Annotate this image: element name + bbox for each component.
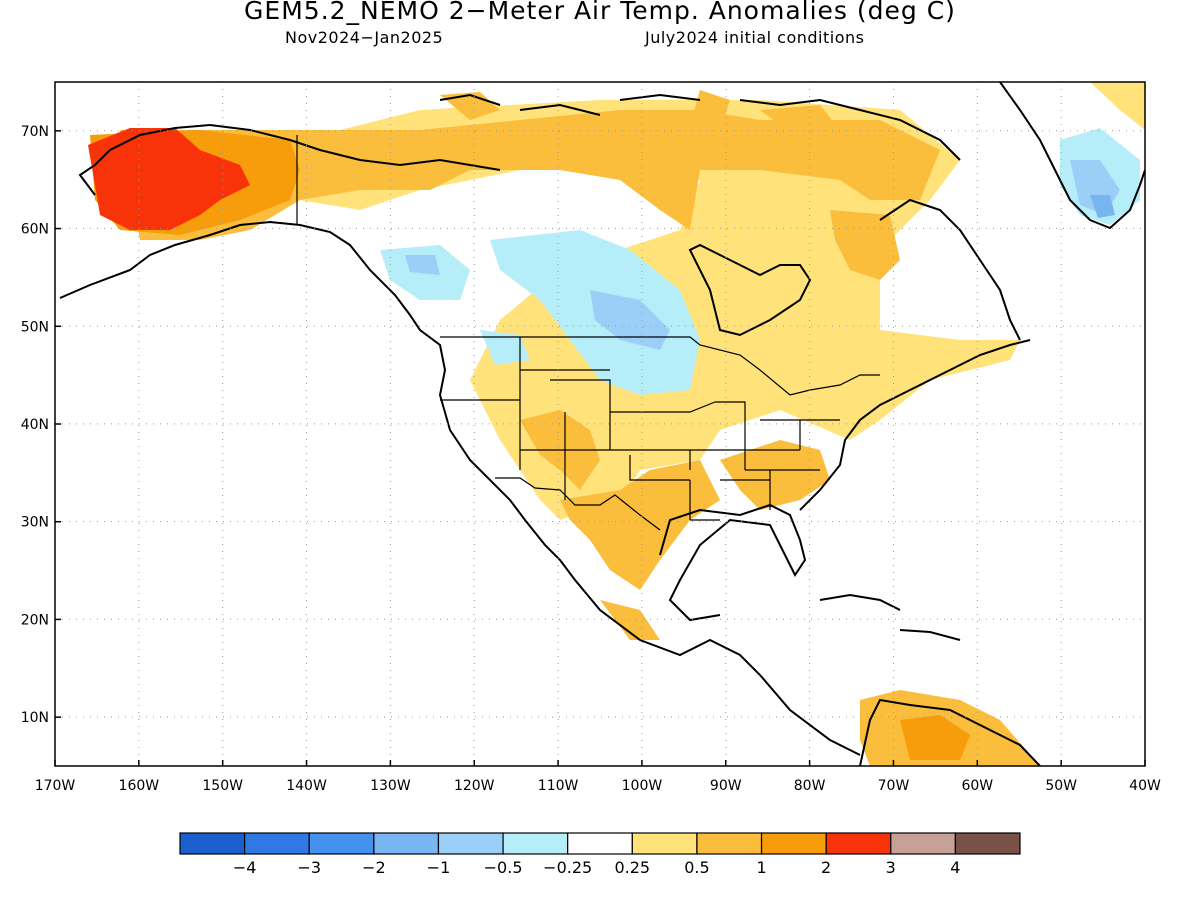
colorbar-label: 3 <box>886 858 896 877</box>
lon-label: 70W <box>878 778 910 794</box>
coastline-hudson-bay <box>688 243 812 337</box>
colorbar-swatch <box>244 832 310 855</box>
coastline-south-america <box>859 698 1041 766</box>
anomaly-fill-north-islands <box>440 90 840 140</box>
coastline-caribbean <box>819 593 961 641</box>
initial-conditions: July2024 initial conditions <box>645 28 865 47</box>
border-us-mexico <box>495 477 661 531</box>
colorbar-labels: −4 −3 −2 −1 −0.5 −0.25 0.25 0.5 1 2 3 4 <box>233 858 961 877</box>
lon-label: 100W <box>622 778 663 794</box>
colorbar-swatch <box>502 832 569 855</box>
colorbar-label: −0.5 <box>484 858 523 877</box>
colorbar-swatch <box>696 832 763 855</box>
coastline-greenland <box>999 82 1145 230</box>
colorbar-swatch <box>373 832 440 855</box>
colorbar-label: −1 <box>427 858 451 877</box>
anomaly-fill-alaska-red <box>88 128 250 230</box>
lat-label: 20N <box>21 612 49 628</box>
lon-label: 140W <box>286 778 327 794</box>
coastline-alaska-north <box>78 123 501 196</box>
anomaly-fills <box>88 82 1145 766</box>
anomaly-fill-quebec <box>830 210 900 280</box>
chart-title: GEM5.2_NEMO 2−Meter Air Temp. Anomalies … <box>244 0 956 25</box>
colorbar-label: 4 <box>950 858 960 877</box>
colorbar-label: 1 <box>756 858 766 877</box>
lat-label: 70N <box>21 124 49 140</box>
lon-label: 90W <box>710 778 742 794</box>
borders <box>296 135 880 531</box>
anomaly-fill-north-canada-orange <box>120 110 940 240</box>
border-us-canada <box>440 336 880 396</box>
anomaly-fill-greenland-deep <box>1090 195 1115 218</box>
lon-label: 40W <box>1129 778 1161 794</box>
colorbar-swatch <box>179 832 246 855</box>
lon-label: 170W <box>35 778 76 794</box>
coastline-arctic-islands <box>439 93 961 161</box>
colorbar-label: −3 <box>297 858 321 877</box>
lon-label: 60W <box>961 778 993 794</box>
lat-label: 30N <box>21 515 49 531</box>
coastline-labrador <box>879 198 1021 341</box>
lon-label: 50W <box>1045 778 1077 794</box>
lon-label: 120W <box>454 778 495 794</box>
anomaly-fill-west-canada-cool <box>380 230 700 395</box>
colorbar-label: 0.5 <box>684 858 709 877</box>
lon-label: 80W <box>794 778 826 794</box>
lon-label: 130W <box>370 778 411 794</box>
colorbar-swatch <box>825 832 892 855</box>
colorbar-swatch <box>631 832 698 855</box>
lon-label: 150W <box>202 778 243 794</box>
anomaly-fill-south-america-deep <box>900 715 970 760</box>
map-area <box>55 82 1145 766</box>
anomaly-fill-greenland-ne <box>1090 82 1145 130</box>
colorbar-swatch <box>890 832 956 855</box>
colorbar-swatch <box>437 832 504 855</box>
colorbar-swatch <box>567 832 633 855</box>
colorbar-label: −4 <box>233 858 257 877</box>
coastline-us-east <box>799 339 1031 511</box>
colorbar-swatch <box>954 832 1021 855</box>
anomaly-fill-us-south <box>520 410 830 640</box>
colorbar-swatch <box>760 832 827 855</box>
lat-label: 10N <box>21 710 49 726</box>
lat-label: 60N <box>21 222 49 238</box>
lat-label: 50N <box>21 319 49 335</box>
colorbar-label: −0.25 <box>543 858 592 877</box>
latitude-labels: 10N 20N 30N 40N 50N 60N 70N <box>21 124 49 726</box>
colorbar-label: 2 <box>821 858 831 877</box>
colorbar-label: 0.25 <box>614 858 650 877</box>
colorbar-swatch <box>308 832 375 855</box>
forecast-period: Nov2024−Jan2025 <box>285 28 444 47</box>
lon-label: 110W <box>538 778 579 794</box>
longitude-labels: 170W 160W 150W 140W 130W 120W 110W 100W 90W 80W 70… <box>35 778 1161 794</box>
axis-ticks <box>54 130 1146 766</box>
state-lines <box>440 337 840 521</box>
colorbar-label: −2 <box>362 858 386 877</box>
lat-label: 40N <box>21 417 49 433</box>
colorbar <box>179 832 1021 855</box>
coastline-gulf-mexico <box>659 503 807 622</box>
lon-label: 160W <box>119 778 160 794</box>
anomaly-fill-prairies-blue <box>405 255 670 350</box>
